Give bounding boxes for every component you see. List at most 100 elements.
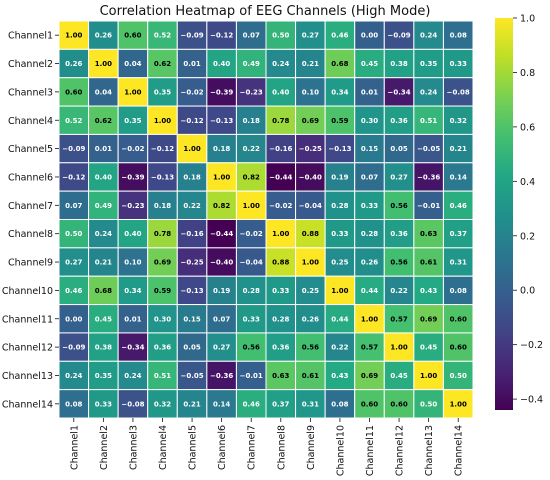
- cell-value-label-r12-c12: 1.00: [390, 344, 407, 352]
- cell-value-label-r11-c13: 0.69: [420, 315, 437, 323]
- cell-value-label-r10-c2: 0.68: [95, 287, 112, 295]
- row-label-3: Channel3: [8, 87, 53, 98]
- cell-value-label-r14-c5: 0.21: [183, 400, 200, 408]
- cell-value-label-r4-c9: 0.69: [302, 117, 319, 125]
- cell-value-label-r13-c1: 0.24: [65, 372, 82, 380]
- cell-value-label-r7-c5: 0.22: [183, 202, 200, 210]
- cell-value-label-r12-c9: 0.56: [302, 344, 319, 352]
- heatmap-cell-r6-c12: [383, 162, 415, 192]
- heatmap-cell-r5-c11: [354, 133, 385, 164]
- row-label-11: Channel11: [2, 314, 53, 325]
- heatmap-cell-r4-c13: [413, 105, 444, 135]
- cell-value-label-r4-c7: 0.18: [243, 117, 260, 125]
- heatmap-cell-r10-c13: [413, 275, 444, 306]
- cell-value-label-r6-c5: 0.18: [183, 173, 200, 181]
- heatmap-cell-r10-c1: [58, 275, 90, 306]
- cell-value-label-r9-c14: 0.31: [450, 259, 467, 267]
- heatmap-cell-r4-c7: [235, 105, 267, 135]
- heatmap-cell-r2-c2: [88, 48, 119, 79]
- cell-value-label-r9-c12: 0.56: [390, 259, 407, 267]
- cell-value-label-r12-c2: 0.38: [95, 344, 112, 352]
- cell-value-label-r2-c10: 0.68: [331, 60, 348, 68]
- heatmap-cell-r13-c10: [324, 360, 356, 391]
- cell-value-label-r11-c7: 0.33: [243, 315, 260, 323]
- cell-value-label-r8-c3: 0.40: [124, 230, 141, 238]
- cell-value-label-r12-c1: −0.09: [62, 344, 85, 352]
- cell-value-label-r14-c6: 0.14: [213, 400, 230, 408]
- cell-value-label-r9-c6: −0.40: [210, 259, 233, 267]
- cell-value-label-r6-c4: −0.13: [151, 173, 174, 181]
- colorbar-tick-label-5: 0.2: [520, 231, 535, 242]
- heatmap-cell-r5-c5: [176, 133, 208, 164]
- heatmap-cell-r5-c13: [413, 133, 444, 164]
- cell-value-label-r11-c11: 1.00: [361, 315, 378, 323]
- heatmap-cell-r11-c9: [295, 304, 326, 334]
- heatmap-cell-r9-c14: [442, 247, 474, 277]
- cell-value-label-r13-c2: 0.35: [95, 372, 112, 380]
- cell-value-label-r11-c2: 0.45: [95, 315, 112, 323]
- cell-value-label-r8-c10: 0.33: [331, 230, 348, 238]
- cell-value-label-r12-c8: 0.36: [272, 344, 289, 352]
- heatmap-cell-r9-c8: [265, 247, 297, 277]
- cell-value-label-r11-c8: 0.28: [272, 315, 289, 323]
- cell-value-label-r4-c6: −0.13: [210, 117, 233, 125]
- cell-value-label-r10-c3: 0.34: [124, 287, 141, 295]
- cell-value-label-r8-c1: 0.50: [65, 230, 82, 238]
- cell-value-label-r11-c9: 0.26: [302, 315, 319, 323]
- cell-value-label-r9-c9: 1.00: [302, 259, 319, 267]
- heatmap-cell-r1-c8: [265, 20, 297, 50]
- cell-value-label-r9-c13: 0.61: [420, 259, 437, 267]
- cell-value-label-r13-c3: 0.24: [124, 372, 141, 380]
- heatmap-cell-r2-c9: [295, 48, 326, 79]
- cell-value-label-r2-c6: 0.40: [213, 60, 230, 68]
- row-label-9: Channel9: [8, 258, 53, 269]
- heatmap-cell-r12-c14: [442, 332, 474, 362]
- cell-value-label-r13-c12: 0.45: [390, 372, 407, 380]
- cell-value-label-r11-c3: 0.01: [124, 315, 141, 323]
- row-label-10: Channel10: [2, 286, 53, 297]
- cell-value-label-r6-c7: 0.82: [243, 173, 260, 181]
- heatmap-cell-r11-c7: [235, 304, 267, 334]
- cell-value-label-r4-c1: 0.52: [65, 117, 82, 125]
- cell-value-label-r11-c4: 0.30: [154, 315, 171, 323]
- cell-value-label-r8-c8: 1.00: [272, 230, 289, 238]
- cell-value-label-r9-c5: −0.25: [181, 259, 204, 267]
- heatmap-cell-r5-c12: [383, 133, 415, 164]
- heatmap-cell-r8-c10: [324, 219, 356, 249]
- row-label-4: Channel4: [8, 116, 53, 127]
- cell-value-label-r14-c9: 0.31: [302, 400, 319, 408]
- heatmap-cell-r13-c11: [354, 360, 385, 391]
- cell-value-label-r8-c11: 0.28: [361, 230, 378, 238]
- cell-value-label-r3-c4: 0.35: [154, 88, 171, 96]
- heatmap-cell-r8-c4: [147, 219, 178, 249]
- cell-value-label-r11-c10: 0.44: [331, 315, 348, 323]
- heatmap-cell-r12-c7: [235, 332, 267, 362]
- cell-value-label-r9-c8: 0.88: [272, 259, 289, 267]
- heatmap-cell-r14-c9: [295, 389, 326, 419]
- heatmap-cell-r8-c6: [206, 219, 237, 249]
- cell-value-label-r10-c10: 1.00: [331, 287, 348, 295]
- heatmap-cell-r12-c8: [265, 332, 297, 362]
- cell-value-label-r12-c10: 0.22: [331, 344, 348, 352]
- heatmap-cell-r11-c8: [265, 304, 297, 334]
- heatmap-cell-r1-c10: [324, 20, 356, 50]
- heatmap-cell-r6-c6: [206, 162, 237, 192]
- cell-value-label-r7-c11: 0.33: [361, 202, 378, 210]
- cell-value-label-r14-c11: 0.60: [361, 400, 378, 408]
- row-label-8: Channel8: [8, 229, 53, 240]
- cell-value-label-r14-c1: 0.08: [65, 400, 82, 408]
- cell-value-label-r1-c14: 0.08: [450, 32, 467, 40]
- heatmap-cell-r2-c5: [176, 48, 208, 79]
- heatmap-cell-r4-c9: [295, 105, 326, 135]
- colorbar-tick-label-3: 0.6: [520, 122, 535, 133]
- cell-value-label-r4-c5: −0.12: [181, 117, 204, 125]
- cell-value-label-r1-c11: 0.00: [361, 32, 378, 40]
- colorbar-tick-label-4: 0.4: [520, 177, 535, 188]
- colorbar-tick-label-8: −0.4: [520, 395, 543, 406]
- cell-value-label-r3-c7: −0.23: [240, 88, 263, 96]
- cell-value-label-r13-c4: 0.51: [154, 372, 171, 380]
- cell-value-label-r8-c6: −0.44: [210, 230, 233, 238]
- cell-value-label-r8-c7: −0.02: [240, 230, 263, 238]
- cell-value-label-r6-c1: −0.12: [62, 173, 85, 181]
- col-label-3: Channel3: [128, 425, 139, 470]
